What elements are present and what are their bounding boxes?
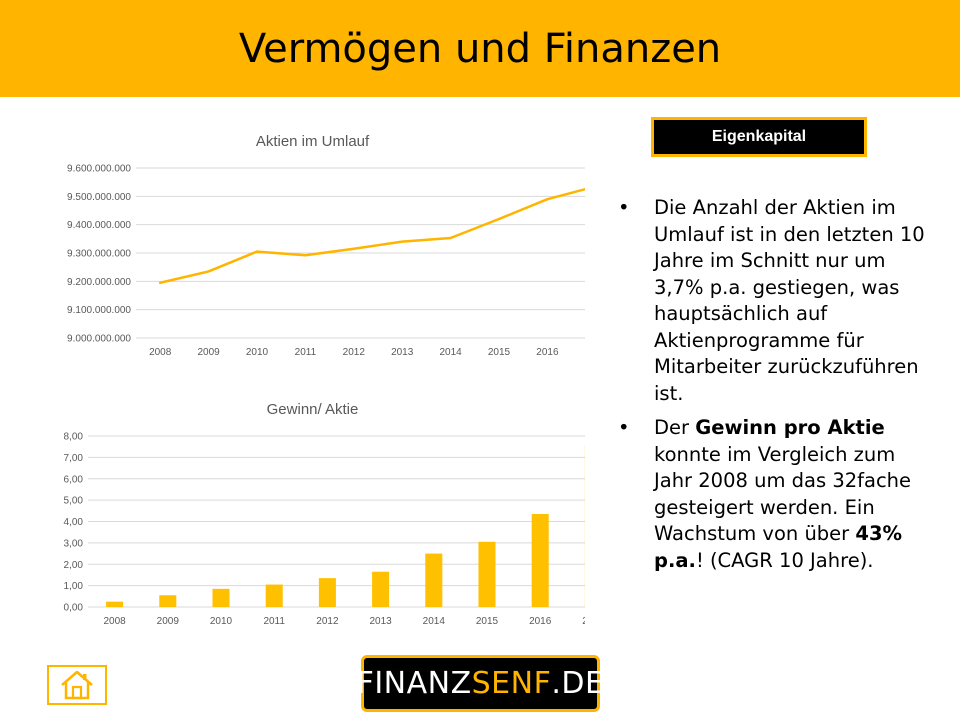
y-tick-label: 6,00 (64, 474, 84, 485)
shares-outstanding-plot: 9.000.000.000 9.100.000.000 9.200.000.000 9… (67, 164, 585, 358)
chart-title: Gewinn/ Aktie (266, 401, 359, 418)
home-icon (61, 670, 93, 700)
chart-title: Aktien im Umlauf (255, 133, 370, 150)
x-tick-label: 2012 (316, 616, 339, 627)
x-tick-label: 2008 (149, 347, 172, 358)
bar (425, 553, 443, 607)
list-item: • Die Anzahl der Aktien im Umlauf ist in… (612, 195, 932, 407)
text-segment: konnte im Vergleich zum Jahr 2008 um das… (654, 442, 912, 546)
x-tick-label: 2013 (369, 616, 392, 627)
x-tick-label: 2014 (439, 347, 462, 358)
brand-logo: FINANZ SENF .DE (357, 655, 604, 712)
text-segment: ! (CAGR 10 Jahre). (695, 548, 874, 572)
y-tick-label: 9.600.000.000 (67, 164, 131, 175)
section-tag: Eigenkapital (651, 117, 867, 157)
bar (478, 541, 496, 607)
shares-outstanding-chart: Aktien im Umlauf 9.000.000.000 9.100.000.… (40, 125, 585, 370)
x-tick-label: 2014 (423, 616, 446, 627)
x-tick-label: 2017 (582, 616, 585, 627)
data-point (207, 270, 210, 273)
bar (372, 571, 390, 607)
eps-chart: Gewinn/ Aktie 0,00 1,00 2,00 3,00 4,00 5,00 6,… (40, 393, 585, 638)
bar (318, 578, 336, 607)
bullet-text-shares: Die Anzahl der Aktien im Umlauf ist in d… (654, 196, 925, 405)
y-tick-label: 9.400.000.000 (67, 220, 131, 231)
data-point (352, 247, 355, 250)
y-tick-label: 9.200.000.000 (67, 277, 131, 288)
data-point (449, 236, 452, 240)
text-bold: 43% p.a. (654, 522, 903, 572)
home-button[interactable] (47, 665, 107, 705)
bullet-text-eps: Der Gewinn pro Aktie konnte im Vergleich… (654, 416, 911, 572)
y-tick-label: 9.500.000.000 (67, 192, 131, 203)
y-tick-label: 5,00 (64, 496, 84, 507)
bar (212, 588, 230, 607)
text-bold: Gewinn pro Aktie (695, 416, 885, 439)
list-item: • Der Gewinn pro Aktie konnte im Verglei… (612, 415, 932, 574)
x-tick-label: 2016 (536, 347, 559, 358)
bullet-dot: • (618, 196, 630, 219)
text-segment: Der (654, 416, 696, 439)
data-point (497, 217, 501, 221)
x-tick-label: 2011 (295, 347, 317, 358)
data-point (159, 281, 162, 284)
brand-text: FINANZ (356, 666, 472, 701)
bar (265, 584, 283, 607)
y-tick-label: 7,00 (64, 453, 84, 464)
x-tick-label: 2015 (476, 616, 499, 627)
x-tick-label: 2009 (197, 347, 220, 358)
x-tick-label: 2010 (246, 347, 269, 358)
x-tick-label: 2016 (529, 616, 552, 627)
bullet-list: • Die Anzahl der Aktien im Umlauf ist in… (612, 195, 932, 582)
data-point (401, 240, 404, 243)
y-tick-label: 9.100.000.000 (67, 305, 131, 316)
bar (106, 601, 124, 607)
brand-text-accent: SENF (471, 666, 552, 701)
y-tick-label: 3,00 (64, 538, 84, 549)
y-tick-label: 9.000.000.000 (67, 334, 131, 345)
x-tick-label: 2009 (157, 616, 180, 627)
series-line (158, 187, 585, 284)
x-tick-label: 2015 (488, 347, 511, 358)
y-tick-label: 8,00 (64, 432, 84, 443)
x-tick-label: 2008 (103, 616, 126, 627)
y-tick-label: 9.300.000.000 (67, 249, 131, 260)
y-tick-label: 2,00 (64, 560, 84, 571)
bar (531, 514, 549, 607)
bullet-dot: • (618, 416, 630, 439)
x-tick-label: 2012 (343, 347, 366, 358)
page-title: Vermögen und Finanzen (238, 25, 722, 72)
data-point (304, 254, 307, 257)
data-point (546, 197, 549, 201)
y-tick-label: 4,00 (64, 517, 84, 528)
y-tick-label: 0,00 (64, 603, 84, 614)
x-tick-label: 2010 (210, 616, 233, 627)
y-tick-label: 1,00 (64, 581, 84, 592)
brand-text: .DE (551, 666, 605, 701)
eps-plot: 0,00 1,00 2,00 3,00 4,00 5,00 6,00 7,00 8,00 2008… (64, 432, 585, 627)
x-tick-label: 2011 (263, 616, 285, 627)
header-bar: Vermögen und Finanzen (0, 0, 960, 97)
data-point (255, 250, 259, 253)
bar (159, 595, 177, 607)
x-tick-label: 2013 (391, 347, 414, 358)
